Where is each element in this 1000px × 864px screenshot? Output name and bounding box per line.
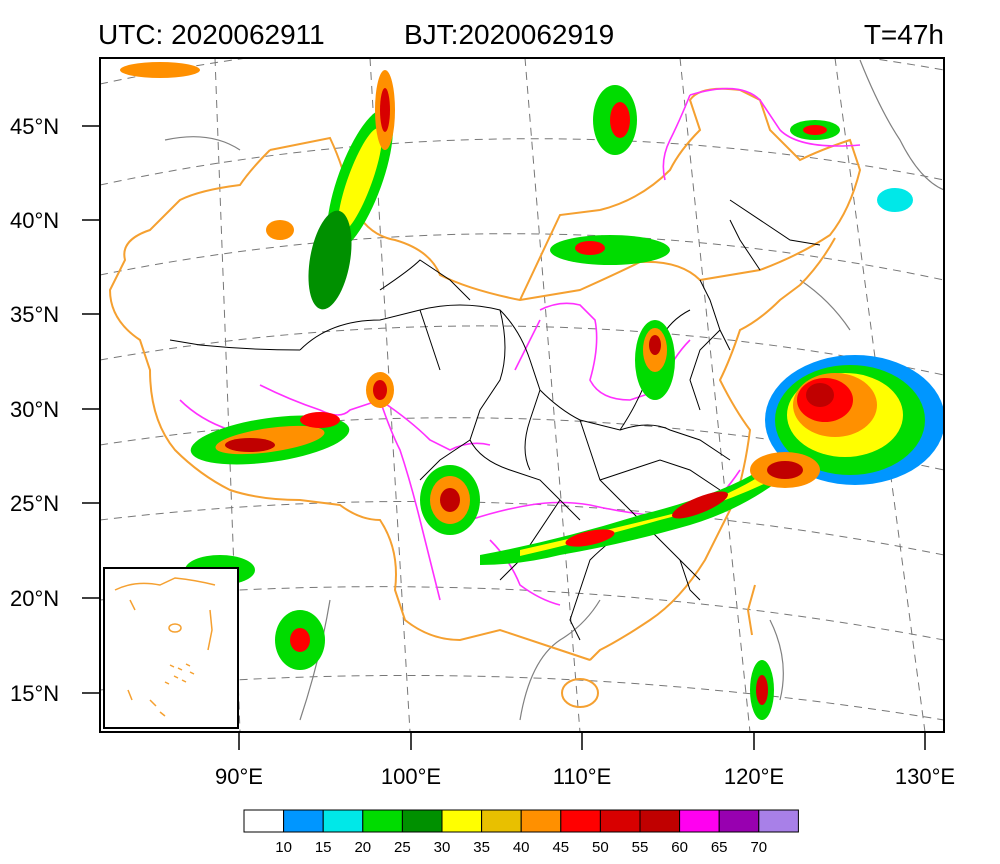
colorbar-label: 25 <box>394 839 411 856</box>
lon-label: 90°E <box>215 764 263 789</box>
lon-label: 130°E <box>895 764 955 789</box>
colorbar-label: 40 <box>513 839 530 856</box>
colorbar-swatch <box>401 809 443 833</box>
lat-label: 35°N <box>10 302 59 327</box>
colorbar-swatch <box>679 809 720 833</box>
graticule <box>100 58 944 732</box>
utc-time-label: UTC: 2020062911 <box>98 19 325 50</box>
colorbar-label: 70 <box>750 839 767 856</box>
national-border <box>108 87 862 661</box>
lon-label: 120°E <box>724 764 784 789</box>
bjt-time-label: BJT:2020062919 <box>404 19 615 50</box>
colorbar-label: 10 <box>275 839 292 856</box>
colorbar-swatch <box>560 809 601 833</box>
colorbar-label: 35 <box>473 839 490 856</box>
colorbar-swatch <box>481 809 522 833</box>
lon-label: 100°E <box>381 764 441 789</box>
lon-label: 110°E <box>553 764 612 789</box>
colorbar-label: 30 <box>434 839 451 856</box>
lat-label: 15°N <box>10 681 59 706</box>
colorbar-swatch <box>322 809 364 833</box>
lat-label: 45°N <box>10 114 59 139</box>
colorbar-swatch <box>441 809 483 833</box>
colorbar-swatch <box>758 809 799 833</box>
colorbar-swatch <box>283 809 324 833</box>
colorbar-swatch <box>520 809 562 833</box>
forecast-hour-label: T=47h <box>863 19 944 50</box>
hainan-outline <box>561 678 599 708</box>
latitude-axis: 45°N 40°N 35°N 30°N 25°N 20°N 15°N <box>10 114 100 706</box>
coastlines <box>164 59 944 721</box>
map-frame <box>99 57 945 733</box>
colorbar-label: 60 <box>671 839 688 856</box>
map-area <box>100 58 944 732</box>
colorbar-swatch <box>362 809 403 833</box>
colorbar: 10 15 20 25 30 35 40 45 50 55 60 65 70 <box>243 809 799 856</box>
colorbar-label: 45 <box>552 839 569 856</box>
colorbar-swatch <box>718 809 760 833</box>
radar-echoes <box>120 62 944 720</box>
colorbar-swatch <box>599 809 641 833</box>
colorbar-label: 65 <box>711 839 728 856</box>
colorbar-label: 55 <box>632 839 649 856</box>
colorbar-label: 50 <box>592 839 609 856</box>
colorbar-swatch <box>639 809 681 833</box>
lat-label: 40°N <box>10 208 59 233</box>
colorbar-swatch <box>243 809 285 833</box>
colorbar-label: 15 <box>315 839 332 856</box>
longitude-axis: 90°E 100°E 110°E 120°E 130°E <box>215 732 955 789</box>
lat-label: 25°N <box>10 491 59 516</box>
lat-label: 30°N <box>10 397 59 422</box>
south-china-sea-inset <box>103 567 239 729</box>
taiwan-outline <box>746 584 756 636</box>
lat-label: 20°N <box>10 586 59 611</box>
colorbar-label: 20 <box>354 839 371 856</box>
